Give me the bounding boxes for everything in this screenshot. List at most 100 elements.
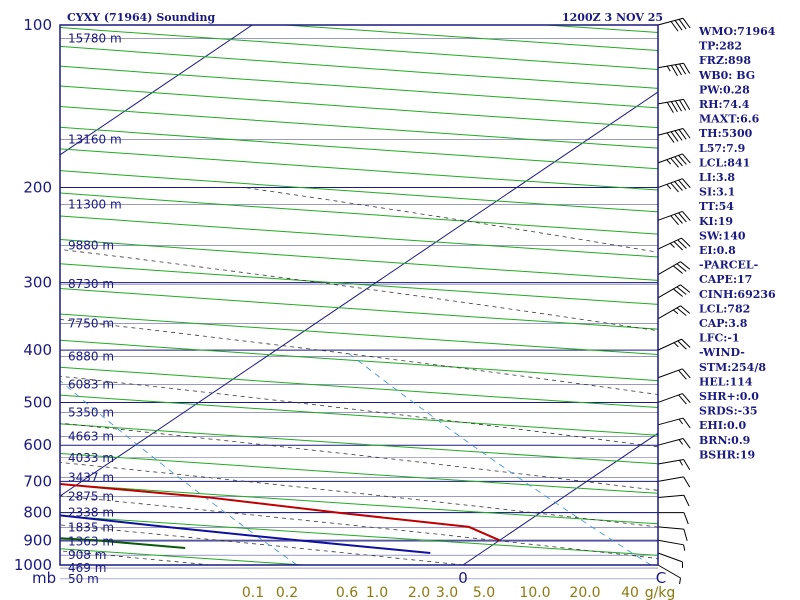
wind-barb [657,128,691,143]
mixing-ratio-label: 20.0 [569,585,600,600]
wind-barb [657,526,688,541]
stability-index-line: SHR+:0.0 [699,390,759,403]
pressure-tick-label: 100 [23,16,52,34]
stability-index-line: LI:3.8 [699,171,735,184]
wind-barb-flag [666,132,675,143]
wind-barb-flag [669,243,675,248]
mixing-ratio-lines [60,349,652,565]
wind-barb [657,153,691,168]
wind-barb-flag [681,338,691,348]
pressure-tick-label: 800 [23,504,52,522]
wind-barb-flag [682,211,691,221]
wind-barb-flag [674,20,683,31]
wind-barb-flag [680,261,691,270]
wind-barb-flag [679,99,687,111]
dry-adiabat-line [60,239,658,281]
stability-index-line: BSHR:19 [699,448,755,461]
wind-barb [657,261,691,276]
wind-barb-flag [666,184,672,190]
mixing-ratio-label: 2.0 [408,585,430,600]
stability-index-line: STM:254/8 [699,361,766,374]
wind-barb-staff [657,178,683,189]
height-label: 9880 m [68,238,114,252]
wind-barb-staff [657,368,683,379]
wind-barb-flag [672,265,683,274]
wind-barb-staff [657,284,681,299]
wind-barb [657,178,691,193]
wind-barb [657,494,690,507]
stability-index-line: L57:7.9 [699,142,745,155]
mixing-ratio-label: g/kg [645,585,676,600]
profile-lines [60,482,501,554]
stability-index-line: WB0: BG [698,69,755,82]
wind-barb-flag [683,529,688,541]
pressure-tick-label: 900 [23,531,52,549]
pressure-tick-label: 600 [23,436,52,454]
height-label: 469 m [68,561,106,575]
wind-barb-staff [657,539,684,546]
height-label: 6083 m [68,377,114,391]
mixing-ratio-label: 0.1 [242,585,264,600]
wind-barb-staff [657,458,684,465]
stability-index-line: SW:140 [699,229,746,242]
wind-barb-staff [657,98,684,105]
wind-barb-flag [670,182,679,193]
wind-barb-flag [678,155,687,165]
wind-barb [657,237,691,251]
wind-barb-flag [682,128,691,139]
wind-barb-staff [657,526,684,530]
wind-barb-flag [679,63,687,75]
mixing-ratio-labels: 0.1 0.2 0.6 1.0 2.0 3.0 5.0 10.0 20.0 40 g/kg [242,585,675,600]
stability-index-line: SRDS:-35 [699,405,758,418]
wind-barb [657,437,691,449]
wind-barb [657,539,686,551]
stability-index-line: WMO:71964 [698,25,776,38]
stability-index-line: CINH:69236 [699,288,776,301]
height-label: 6880 m [68,349,114,363]
wind-barb-staff [657,153,683,164]
stability-index-line: SI:3.1 [699,186,735,199]
wind-barb-flag [676,286,687,295]
chart-title: CYXY (71964) Sounding [67,11,215,24]
stability-index-line: LCL:841 [699,156,750,169]
x-unit-label: mb [32,569,56,587]
wind-barb [657,417,691,429]
wind-barb-flag [674,181,683,191]
wind-barb [658,512,689,525]
wind-barb-flag [678,439,684,445]
height-label: 1835 m [68,520,114,534]
wind-barb-flag [676,307,687,316]
parcel-profile-line [60,514,431,554]
wind-barb-flag [678,19,687,30]
wind-barb-flag [682,368,691,379]
height-label: 1363 m [68,534,114,548]
stability-index-line: LFC:-1 [699,332,740,345]
height-label: 5350 m [68,406,114,420]
stability-index-line: FRZ:898 [699,54,751,67]
plot-border [59,24,659,566]
wind-barb-flag [683,99,691,110]
pressure-tick-label: 200 [23,179,52,197]
dry-adiabat-line [60,215,658,258]
wind-barb-flag [678,394,687,405]
wind-barb [657,393,691,405]
wind-barb-flag [683,459,691,471]
stability-index-line: HEL:114 [699,375,753,388]
wind-barb-flag [678,418,684,425]
wind-barb-flag [674,100,682,112]
temperature-tick-label: C [656,569,666,587]
temperature-tick-label: 0 [458,569,468,587]
wind-barb-staff [657,494,684,499]
wind-barb-staff [657,17,684,26]
wind-barb-flag [666,65,671,72]
height-label: 2875 m [68,490,114,504]
wind-barb-flag [682,393,691,403]
temperature-profile-line [60,482,501,542]
pressure-tick-label: 1000 [14,556,52,574]
wind-barb-flag [678,129,687,140]
stability-index-line: -WIND- [699,346,745,359]
wind-barb-flag [680,305,691,314]
wind-barb-flag [672,288,683,297]
